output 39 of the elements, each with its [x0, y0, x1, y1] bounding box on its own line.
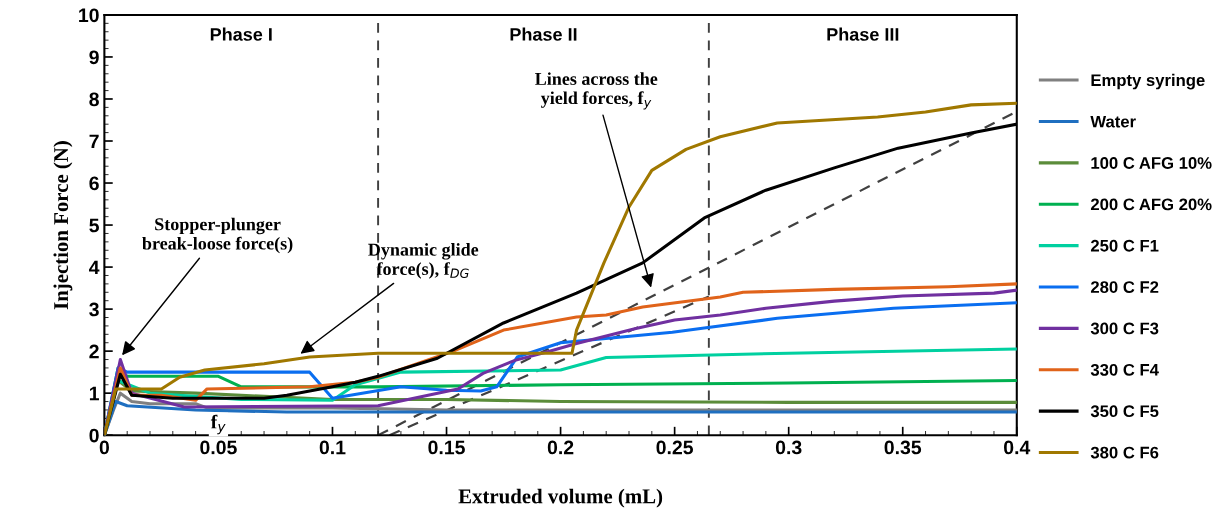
annotation: Dynamic glide force(s), f$_{DG}$ [368, 243, 479, 279]
legend-label: 100 C AFG 10% [1091, 157, 1212, 169]
y-tick-label: 2 [89, 344, 99, 359]
y-tick-label: 0 [89, 428, 99, 443]
x-tick-label: 0.25 [656, 440, 694, 455]
legend-label: Water [1090, 115, 1136, 128]
y-tick-label: 8 [89, 92, 99, 107]
x-tick-label: 0.05 [200, 440, 237, 455]
legend-label: 200 C AFG 20% [1090, 198, 1212, 211]
legend-label: 380 C F6 [1090, 446, 1159, 459]
legend-label: 250 C F1 [1090, 239, 1159, 252]
annotation: Phase III [827, 27, 899, 41]
annotation: Phase II [510, 27, 577, 41]
annotation: Lines across the yield forces, f$_{y}$ [535, 72, 658, 110]
x-tick-label: 0.3 [775, 440, 802, 455]
x-tick-label: 0 [99, 440, 109, 455]
y-tick-label: 7 [89, 134, 99, 149]
legend-label: 300 C F3 [1090, 322, 1159, 335]
legend-label: 330 C F4 [1090, 363, 1159, 376]
y-tick-label: 3 [89, 302, 99, 317]
x-axis-title: Extruded volume (mL) [458, 488, 663, 508]
x-tick-label: 0.15 [428, 440, 465, 455]
y-axis-title: Injection Force (N) [53, 141, 73, 310]
legend-label: Empty syringe [1091, 73, 1205, 90]
annotation: f$_{y}$ [210, 414, 226, 435]
annotation: Phase I [210, 27, 272, 41]
x-tick-label: 0.2 [547, 440, 574, 455]
y-tick-label: 10 [79, 8, 99, 23]
y-tick-label: 4 [89, 260, 100, 275]
x-tick-label: 0.4 [1004, 440, 1031, 455]
y-tick-label: 9 [89, 50, 99, 65]
legend-label: 280 C F2 [1090, 281, 1159, 293]
x-tick-label: 0.35 [884, 440, 922, 455]
y-tick-label: 5 [89, 218, 99, 233]
y-tick-label: 6 [89, 176, 99, 191]
legend-label: 350 C F5 [1090, 405, 1159, 418]
annotation: Stopper-plunger break-loose force(s) [142, 217, 293, 254]
x-tick-label: 0.1 [319, 440, 346, 455]
y-tick-label: 1 [89, 386, 99, 401]
